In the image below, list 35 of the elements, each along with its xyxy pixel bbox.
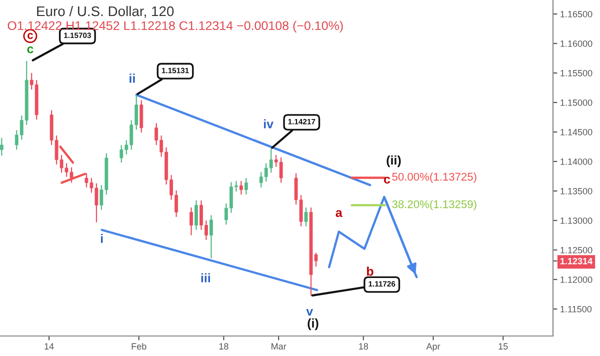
y-tick-label: 1.15500 xyxy=(560,70,592,76)
annotation: a xyxy=(336,210,342,217)
y-tick-label: 1.12000 xyxy=(560,276,592,283)
x-tick-label: 14 xyxy=(44,343,54,350)
y-tick-label: 1.14000 xyxy=(560,158,592,165)
x-tick-label: 18 xyxy=(219,343,228,350)
y-tick-label: 1.11500 xyxy=(560,306,592,312)
y-tick-label: 1.12500 xyxy=(560,246,592,254)
y-tick-label: 1.16000 xyxy=(560,40,592,47)
x-tick-label: Mar xyxy=(272,343,286,350)
annotation: c xyxy=(384,176,390,184)
annotation: c xyxy=(27,46,34,54)
text: O1.12422 H1.12452 L1.12218 C1.12314 −0.00108 (−0.10%) xyxy=(8,20,343,33)
y-tick-label: 1.12314 xyxy=(560,258,593,264)
annotation: iv xyxy=(264,119,274,128)
annotation: c xyxy=(28,32,33,39)
y-tick-label: 1.13000 xyxy=(560,217,592,224)
chart-title: Euro / U.S. Dollar, 120 xyxy=(37,6,174,18)
x-tick-label: Apr xyxy=(426,343,440,352)
annotation: (ii) xyxy=(386,155,401,168)
x-tick-label: 18 xyxy=(359,343,368,350)
annotation: (i) xyxy=(308,318,318,330)
annotation: ii xyxy=(130,74,135,83)
y-tick-label: 1.14500 xyxy=(560,128,592,136)
annotation: 38.20%(1.13259) xyxy=(392,200,476,210)
annotation: v xyxy=(306,308,314,316)
x-tick-label: Feb xyxy=(132,342,146,350)
annotation: 50.00%(1.13725) xyxy=(392,172,476,183)
annotation: iii xyxy=(201,273,210,282)
y-tick-label: 1.16500 xyxy=(560,10,592,18)
x-tick-label: 15 xyxy=(498,343,508,350)
annotation: b xyxy=(367,266,374,276)
y-tick-label: 1.15000 xyxy=(560,99,592,106)
annotation: i xyxy=(101,234,103,243)
y-tick-label: 1.13500 xyxy=(560,188,592,194)
